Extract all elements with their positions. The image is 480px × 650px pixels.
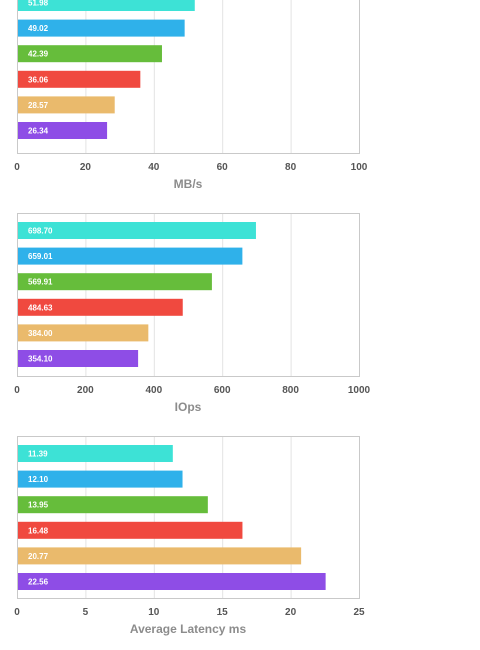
x-tick-label: 100	[351, 162, 368, 173]
bar	[18, 521, 243, 539]
x-axis-title: MB/s	[174, 177, 203, 191]
bar	[18, 70, 141, 88]
bar	[18, 350, 139, 367]
x-tick-label: 80	[285, 162, 297, 173]
bar	[18, 122, 108, 139]
x-tick-label: 0	[14, 607, 20, 618]
bar	[18, 273, 212, 291]
x-tick-label: 0	[14, 385, 20, 396]
bar	[18, 0, 195, 11]
plot-area	[17, 436, 360, 599]
x-axis-title: Average Latency ms	[130, 622, 247, 636]
bar-value-label: 36.06	[28, 75, 49, 84]
bar	[18, 445, 173, 462]
bar-value-label: 384.00	[28, 329, 53, 338]
x-tick-label: 40	[148, 162, 160, 173]
x-tick-label: 400	[145, 385, 162, 396]
bar-value-label: 16.48	[28, 526, 49, 535]
bar-value-label: 569.91	[28, 278, 53, 287]
bar	[18, 19, 185, 37]
bar	[18, 222, 256, 239]
latency-chart: 0 5 10 15 20 25 11.39 12.10 13.95 16.48 20.77 22.56…	[14, 436, 365, 636]
bar-value-label: 28.57	[28, 101, 49, 110]
x-tick-label: 1000	[348, 385, 371, 396]
x-tick-label: 20	[285, 607, 297, 618]
bar	[18, 45, 162, 63]
x-tick-label: 0	[14, 162, 20, 173]
x-tick-label: 200	[77, 385, 94, 396]
x-tick-label: 15	[217, 607, 229, 618]
x-tick-label: 20	[80, 162, 92, 173]
x-tick-label: 10	[148, 607, 160, 618]
bar-value-label: 20.77	[28, 552, 49, 561]
bar-value-label: 659.01	[28, 252, 53, 261]
bar	[18, 496, 208, 514]
bar-value-label: 42.39	[28, 50, 49, 59]
bar-value-label: 354.10	[28, 355, 53, 364]
plot-area	[17, 213, 360, 377]
bar-value-label: 51.98	[28, 0, 49, 8]
x-tick-label: 60	[217, 162, 229, 173]
bar	[18, 247, 243, 265]
x-tick-label: 25	[353, 607, 365, 618]
bar-value-label: 49.02	[28, 24, 49, 33]
bar-value-label: 11.39	[28, 450, 48, 459]
bar	[18, 573, 326, 590]
x-tick-label: 5	[83, 607, 89, 618]
bar	[18, 96, 115, 114]
bar-value-label: 12.10	[28, 475, 49, 484]
throughput-chart: 0 20 40 60 80 100 51.98 49.02 42.39 36.06 28.57 26.…	[14, 0, 368, 191]
iops-chart: 0 200 400 600 800 1000 698.70 659.01 569.91 484.6…	[14, 213, 371, 414]
bar-value-label: 26.34	[28, 127, 49, 136]
bar	[18, 324, 149, 342]
bar	[18, 470, 183, 488]
x-axis-title: IOps	[175, 400, 202, 414]
bar	[18, 298, 183, 316]
bar	[18, 547, 302, 565]
bar-value-label: 13.95	[28, 501, 49, 510]
x-tick-label: 600	[214, 385, 231, 396]
bar-value-label: 698.70	[28, 227, 53, 236]
bar-value-label: 484.63	[28, 303, 53, 312]
x-tick-label: 800	[282, 385, 299, 396]
bar-value-label: 22.56	[28, 578, 49, 587]
